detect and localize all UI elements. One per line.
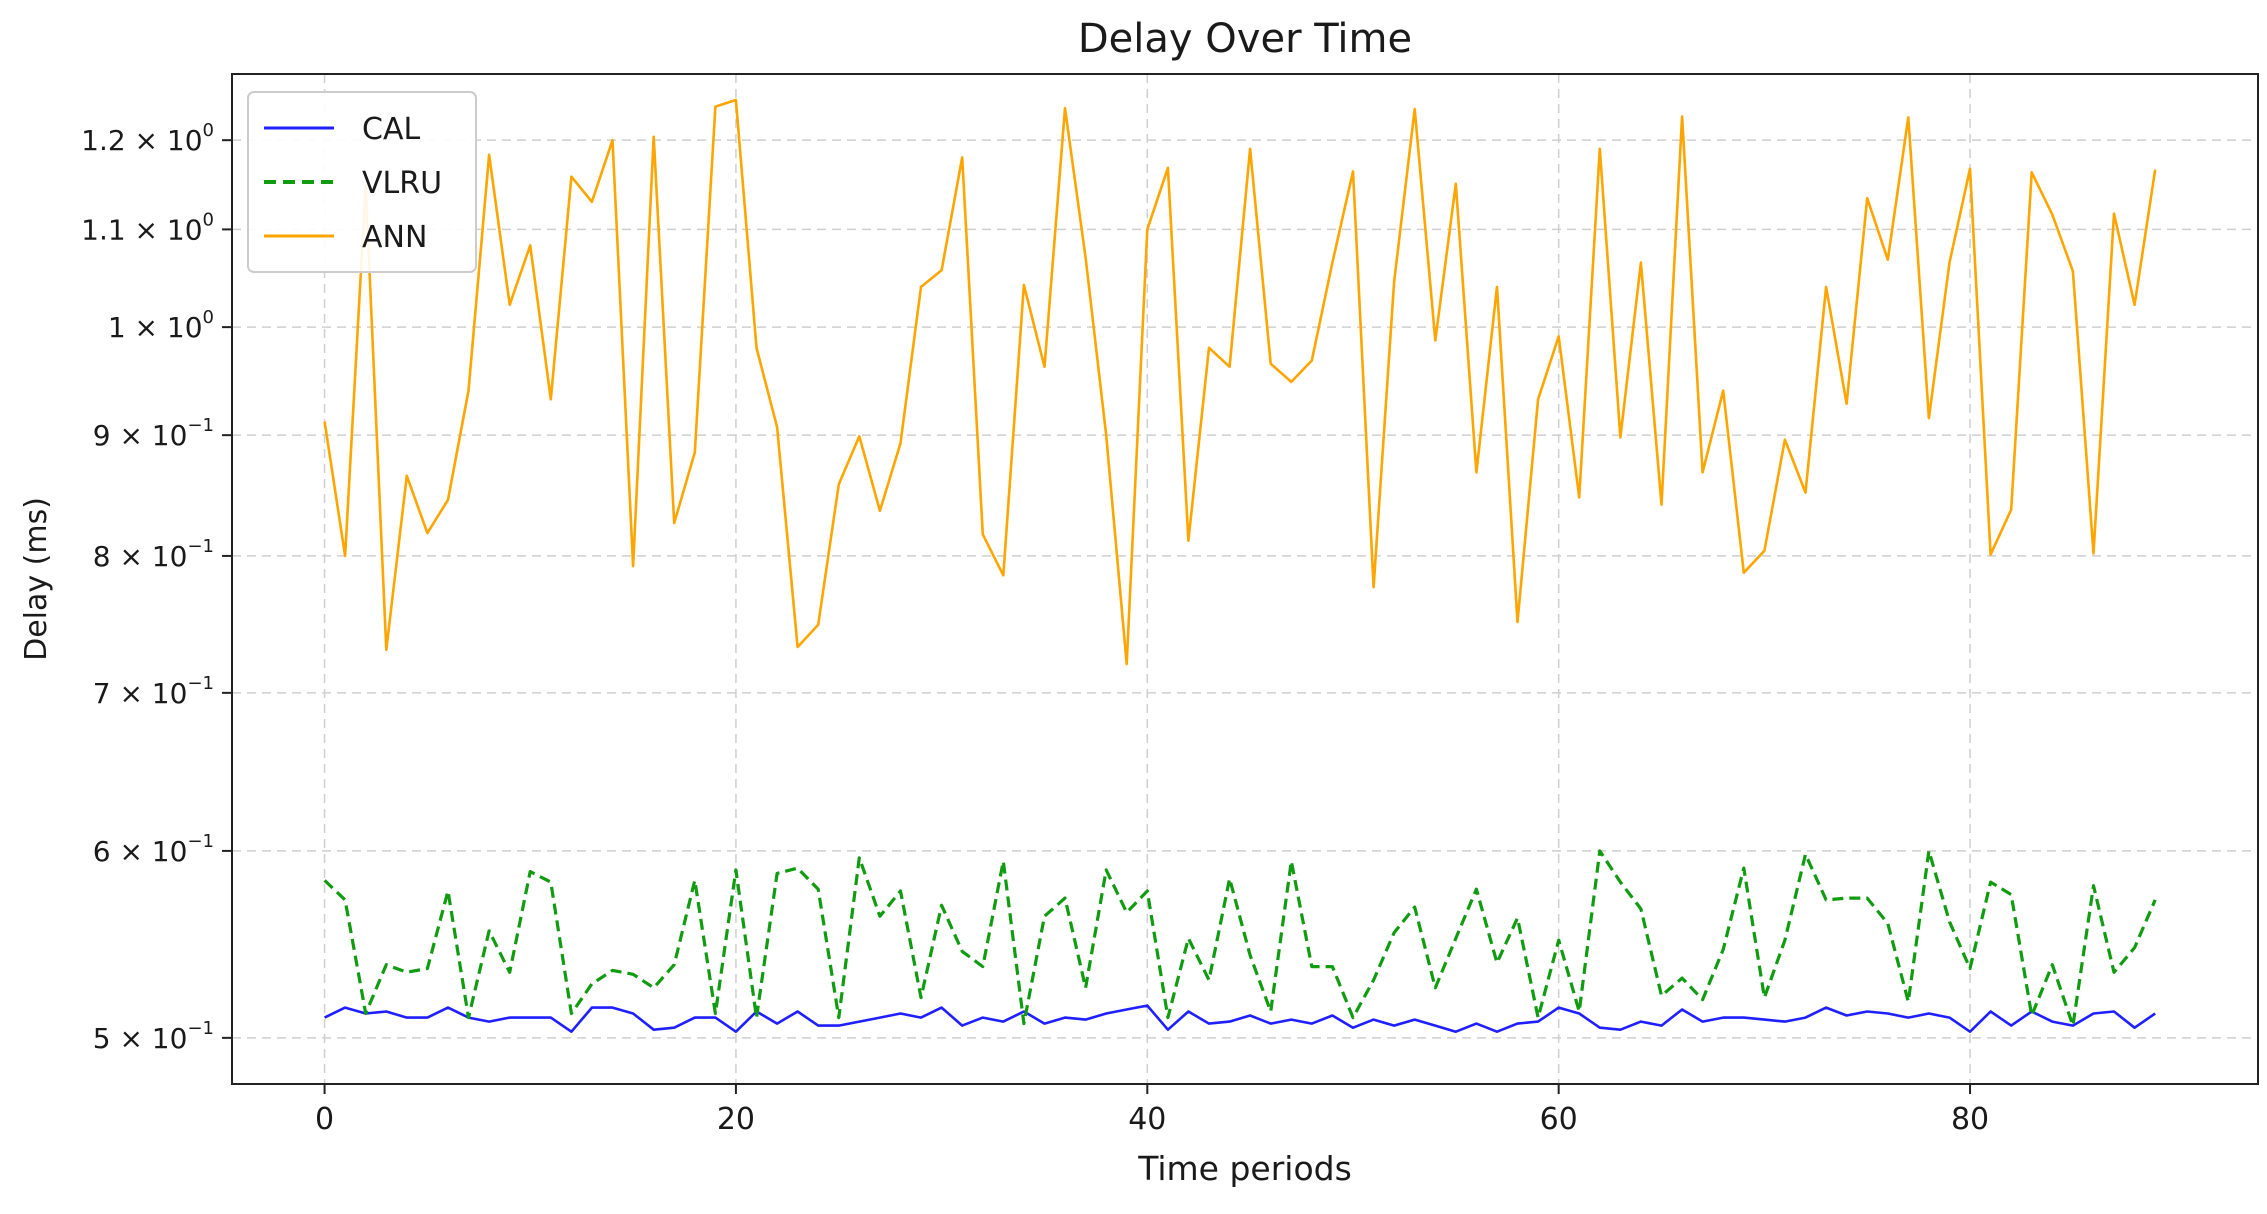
y-axis: 5 × 10−1 6 × 10−1 7 × 10−1 8 × 10−1 9 × 10−1…: [81, 120, 232, 1055]
legend-label-ann: ANN: [362, 220, 427, 255]
x-tick-label: 0: [315, 1102, 334, 1137]
x-tick-label: 80: [1951, 1102, 1989, 1137]
y-tick-label: 1.1 × 100: [81, 209, 214, 246]
y-tick-label: 9 × 10−1: [93, 415, 214, 452]
x-tick-label: 20: [717, 1102, 755, 1137]
y-tick-label: 1.2 × 100: [81, 120, 214, 157]
x-axis: 0 20 40 60 80: [315, 1084, 1989, 1137]
legend: CAL VLRU ANN: [247, 91, 477, 273]
y-tick-label: 1 × 100: [108, 307, 214, 344]
legend-label-vlru: VLRU: [362, 166, 442, 201]
legend-box: [247, 91, 477, 273]
chart-title: Delay Over Time: [1078, 16, 1412, 62]
series-line-ann: [323, 98, 2157, 666]
y-tick-label: 7 × 10−1: [93, 673, 214, 710]
y-axis-label: Delay (ms): [19, 497, 54, 661]
x-tick-label: 60: [1540, 1102, 1578, 1137]
y-tick-label: 5 × 10−1: [93, 1018, 214, 1055]
series-line-cal: [324, 1004, 2156, 1033]
plot-frame: [231, 73, 2259, 1085]
y-tick-label: 6 × 10−1: [93, 831, 214, 868]
x-axis-label: Time periods: [1137, 1149, 1352, 1188]
legend-label-cal: CAL: [362, 112, 420, 147]
y-tick-label: 8 × 10−1: [93, 536, 214, 573]
series-lines: [323, 98, 2157, 1033]
x-tick-label: 40: [1128, 1102, 1166, 1137]
series-line-vlru: [323, 849, 2157, 1028]
